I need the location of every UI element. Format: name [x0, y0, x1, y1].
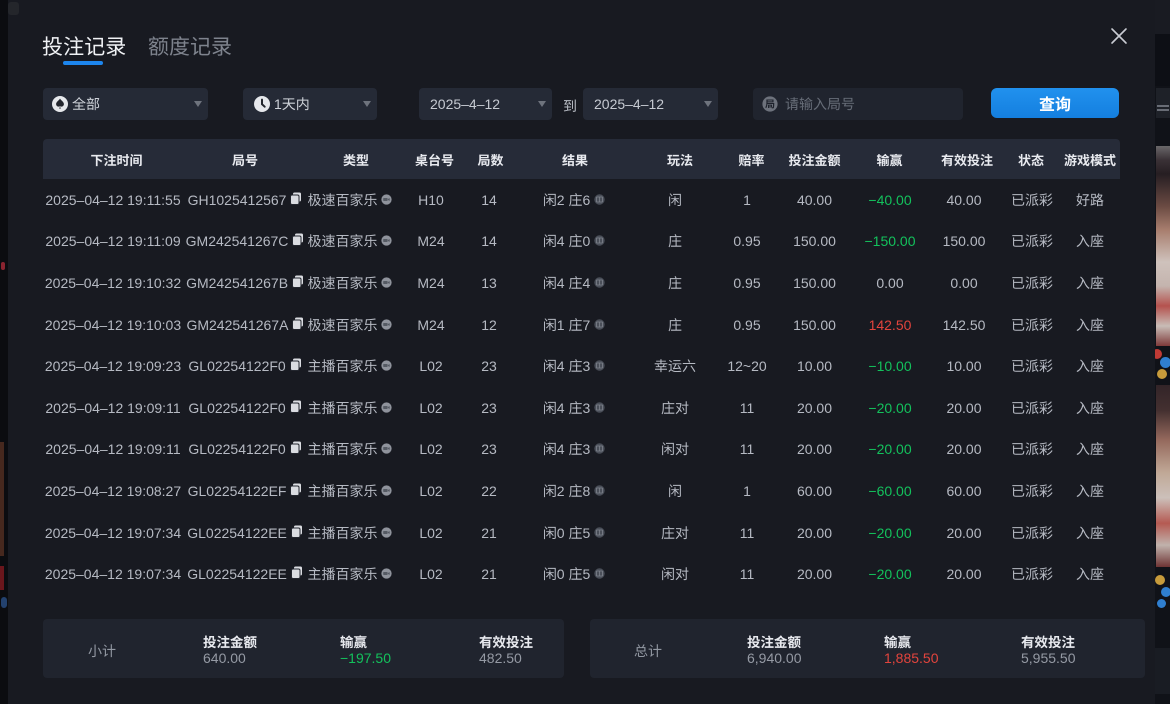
svg-text:局: 局 — [765, 96, 775, 111]
